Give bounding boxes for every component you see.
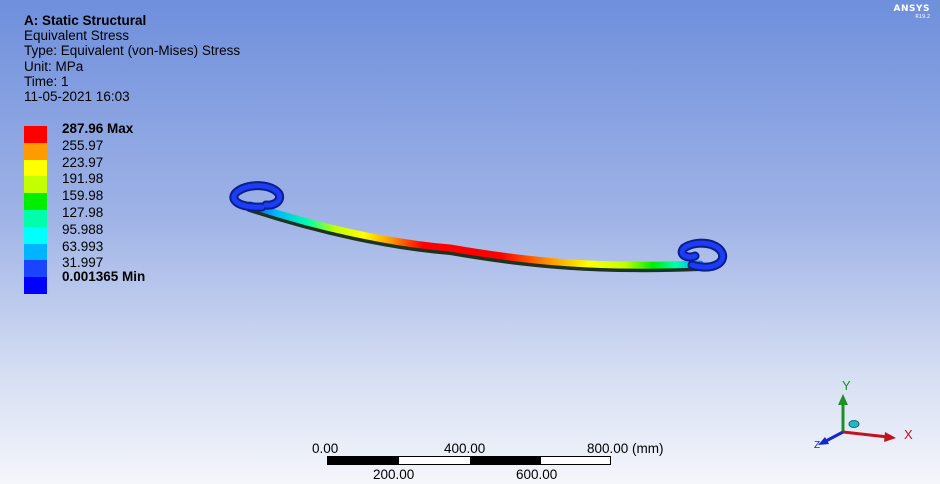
legend-label-6[interactable]: 127.98 <box>62 204 104 220</box>
result-info: A: Static Structural Equivalent Stress T… <box>24 13 240 104</box>
scale-segment-1 <box>328 457 399 464</box>
result-date: 11-05-2021 16:03 <box>24 89 130 105</box>
coordinate-triad[interactable]: Y X Z <box>806 376 926 456</box>
logo-version: R19.2 <box>915 14 930 20</box>
ansys-logo: ANSYS R19.2 <box>894 4 930 20</box>
legend-swatch-1 <box>24 126 47 143</box>
legend-label-3[interactable]: 223.97 <box>62 154 104 170</box>
z-axis-label: Z <box>814 440 820 451</box>
y-axis-label: Y <box>842 378 851 393</box>
scale-bar <box>327 456 611 465</box>
left-spring-eye[interactable] <box>229 181 285 212</box>
legend-max-label[interactable]: 287.96 Max <box>62 121 134 136</box>
right-spring-eye[interactable] <box>677 238 728 272</box>
legend-swatch-4 <box>24 176 47 194</box>
origin-marker <box>848 420 860 428</box>
result-time: Time: 1 <box>24 73 69 89</box>
legend-label-2[interactable]: 255.97 <box>62 137 104 153</box>
legend-swatch-6 <box>24 209 47 227</box>
result-name: Equivalent Stress <box>24 28 130 44</box>
y-axis-arrow[interactable] <box>838 394 848 432</box>
spring-body[interactable] <box>245 201 705 273</box>
scale-label-400: 400.00 <box>444 441 486 456</box>
legend-swatch-3 <box>24 159 47 177</box>
scale-label-0: 0.00 <box>312 441 339 456</box>
legend-swatch-5 <box>24 193 47 210</box>
scale-label-600: 600.00 <box>516 467 558 482</box>
scale-segment-3 <box>470 457 541 464</box>
legend-min-label[interactable]: 0.001365 Min <box>62 269 146 284</box>
x-axis-arrow[interactable] <box>842 430 896 442</box>
x-axis-label: X <box>904 427 913 442</box>
legend-label-9[interactable]: 31.997 <box>62 255 104 271</box>
legend-swatch-10 <box>24 277 47 294</box>
analysis-title: A: Static Structural <box>24 13 147 28</box>
legend-label-8[interactable]: 63.993 <box>62 238 104 254</box>
z-axis-arrow[interactable] <box>818 430 844 445</box>
legend-swatch-2 <box>24 142 47 160</box>
legend-swatch-9 <box>24 260 47 278</box>
legend-swatch-7 <box>24 226 47 244</box>
legend-label-7[interactable]: 95.988 <box>62 221 104 237</box>
legend-label-4[interactable]: 191.98 <box>62 171 104 187</box>
logo-brand: ANSYS <box>893 4 930 14</box>
legend-swatch-8 <box>24 243 47 261</box>
result-type: Type: Equivalent (von-Mises) Stress <box>24 43 241 59</box>
legend-label-5[interactable]: 159.98 <box>62 188 104 204</box>
result-unit: Unit: MPa <box>24 58 84 74</box>
scale-label-800: 800.00 (mm) <box>587 441 664 456</box>
scale-label-200: 200.00 <box>373 467 415 482</box>
